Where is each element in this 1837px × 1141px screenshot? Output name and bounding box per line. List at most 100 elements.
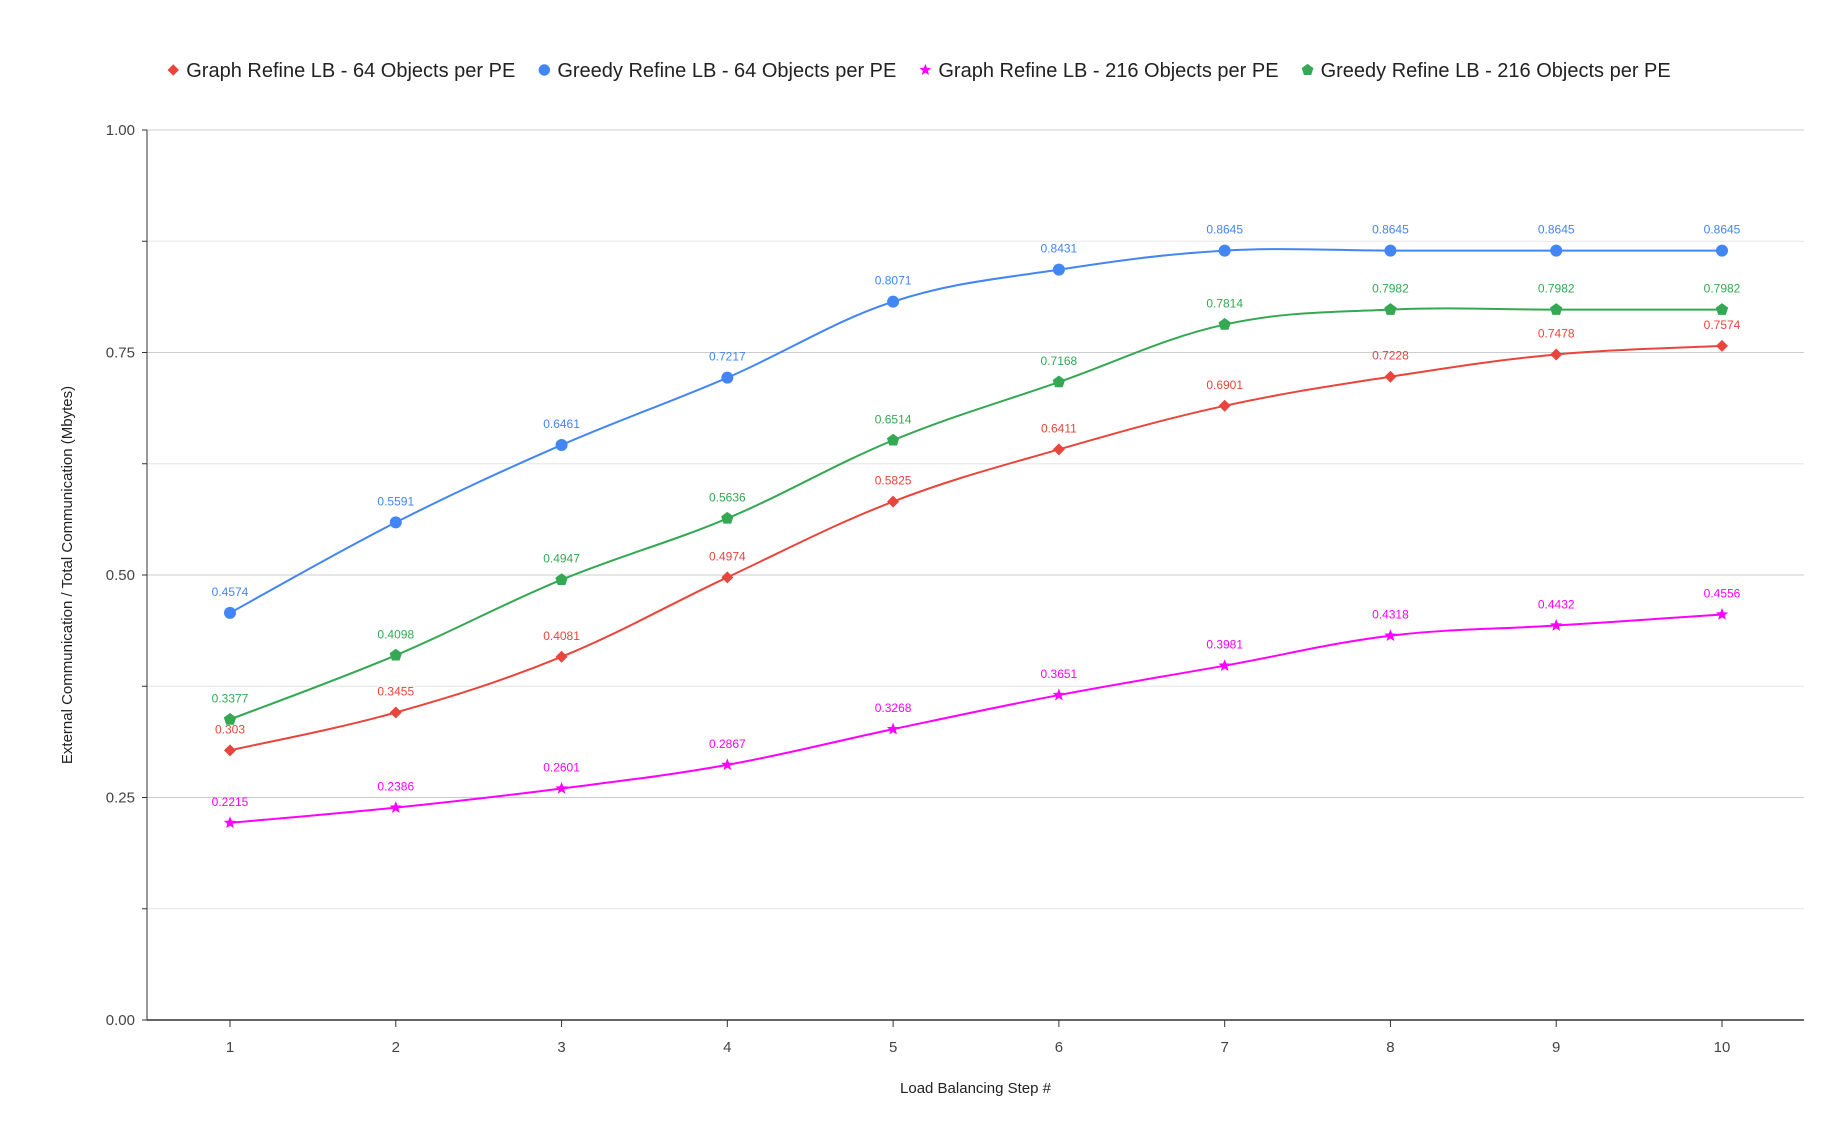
- data-point-series-3: [1715, 608, 1729, 620]
- data-point-series-2: [1716, 244, 1728, 257]
- x-tick-label: 9: [1552, 1039, 1560, 1056]
- x-tick-label: 4: [723, 1039, 731, 1056]
- legend-item[interactable]: Graph Refine LB - 216 Objects per PE: [919, 60, 1279, 82]
- data-label-series-1: 0.303: [215, 722, 245, 736]
- data-label-series-4: 0.4098: [377, 627, 414, 641]
- legend-marker: [1301, 63, 1314, 75]
- data-label-series-4: 0.4947: [543, 552, 580, 566]
- data-label-series-3: 0.4318: [1372, 608, 1409, 622]
- x-tick-label: 8: [1386, 1039, 1394, 1056]
- data-point-series-2: [389, 516, 402, 529]
- data-point-series-1: [1716, 339, 1728, 352]
- data-point-series-2: [224, 606, 236, 619]
- data-label-series-3: 0.4556: [1704, 587, 1741, 601]
- data-label-series-3: 0.2601: [543, 761, 580, 775]
- data-point-series-2: [1052, 263, 1065, 276]
- data-point-series-1: [1218, 399, 1231, 412]
- data-point-series-2: [721, 371, 734, 384]
- data-label-series-2: 0.8071: [875, 274, 912, 288]
- data-label-series-2: 0.5591: [377, 494, 414, 508]
- data-point-series-4: [1384, 303, 1397, 315]
- data-label-series-4: 0.7168: [1041, 354, 1078, 368]
- data-label-series-3: 0.3268: [875, 701, 912, 715]
- series-line-2: [229, 248, 1723, 614]
- y-axis-ticks: 0.00 0.25 0.50 0.75 1.00: [106, 122, 135, 1029]
- data-label-series-2: 0.8645: [1206, 223, 1243, 237]
- data-label-series-3: 0.3651: [1041, 667, 1078, 681]
- data-point-series-3: [555, 782, 568, 794]
- data-label-series-4: 0.5636: [709, 490, 746, 504]
- data-label-series-3: 0.2215: [212, 795, 249, 809]
- data-label-series-4: 0.7814: [1206, 297, 1243, 311]
- data-point-series-4: [1052, 375, 1066, 388]
- x-tick-label: 1: [226, 1039, 234, 1056]
- legend-item[interactable]: Greedy Refine LB - 216 Objects per PE: [1301, 60, 1671, 82]
- data-point-series-1: [224, 744, 236, 757]
- series-line-4: [229, 307, 1722, 721]
- x-axis-title: Load Balancing Step #: [900, 1080, 1052, 1097]
- data-label-series-1: 0.6901: [1206, 378, 1243, 392]
- y-tick-label: 0.75: [106, 345, 135, 362]
- data-point-series-1: [1550, 348, 1563, 361]
- data-label-series-1: 0.7478: [1538, 326, 1575, 340]
- data-label-series-1: 0.7574: [1704, 318, 1741, 332]
- y-tick-label: 0.50: [106, 567, 135, 584]
- data-point-series-2: [555, 438, 568, 451]
- data-point-series-4: [721, 511, 734, 524]
- data-point-series-4: [1715, 303, 1729, 315]
- legend-item[interactable]: Greedy Refine LB - 64 Objects per PE: [538, 60, 897, 82]
- x-axis-ticks: 1 2 3 4 5 6 7 8 9 10: [226, 1020, 1730, 1056]
- data-point-series-1: [721, 571, 734, 584]
- data-point-series-3: [1218, 659, 1231, 671]
- series-line-1: [229, 344, 1723, 752]
- legend-item[interactable]: Graph Refine LB - 64 Objects per PE: [167, 60, 516, 82]
- data-point-series-3: [1384, 629, 1397, 641]
- data-point-series-4: [1550, 303, 1563, 315]
- series-line-3: [229, 613, 1723, 824]
- data-point-series-2: [1550, 244, 1563, 257]
- legend-marker: [167, 64, 179, 76]
- data-label-series-2: 0.6461: [543, 417, 580, 431]
- data-label-series-1: 0.3455: [377, 685, 414, 699]
- data-label-series-2: 0.7217: [709, 350, 746, 364]
- y-axis-title: External Communication / Total Communica…: [59, 386, 76, 764]
- data-point-series-1: [389, 706, 402, 719]
- data-label-series-1: 0.4081: [543, 629, 580, 643]
- legend-label: Greedy Refine LB - 216 Objects per PE: [1321, 60, 1671, 82]
- x-tick-label: 3: [557, 1039, 565, 1056]
- data-point-series-2: [1384, 244, 1397, 257]
- data-label-series-2: 0.4574: [212, 585, 249, 599]
- data-point-series-2: [887, 295, 900, 308]
- data-label-series-3: 0.3981: [1206, 638, 1243, 652]
- x-tick-label: 6: [1055, 1039, 1063, 1056]
- data-point-series-3: [886, 722, 900, 735]
- data-label-series-2: 0.8431: [1041, 242, 1078, 256]
- x-tick-label: 5: [889, 1039, 897, 1056]
- data-label-series-3: 0.2867: [709, 737, 746, 751]
- data-label-series-1: 0.6411: [1041, 421, 1077, 435]
- data-point-series-1: [1052, 443, 1065, 456]
- data-label-series-3: 0.4432: [1538, 598, 1575, 612]
- data-point-series-3: [389, 801, 402, 813]
- data-point-series-2: [1218, 244, 1231, 257]
- x-tick-label: 7: [1220, 1039, 1228, 1056]
- data-point-series-4: [389, 648, 402, 661]
- data-label-series-4: 0.6514: [875, 412, 912, 426]
- legend-label: Graph Refine LB - 216 Objects per PE: [938, 60, 1278, 82]
- data-label-series-1: 0.4974: [709, 549, 746, 563]
- legend-marker: [538, 64, 551, 76]
- series-lines: [229, 248, 1723, 824]
- data-point-series-1: [887, 495, 900, 508]
- legend: Graph Refine LB - 64 Objects per PE Greed…: [167, 60, 1671, 82]
- axes: [142, 130, 1804, 1021]
- data-point-series-3: [721, 758, 734, 771]
- data-label-series-2: 0.8645: [1538, 223, 1575, 237]
- data-labels: 0.303 0.3455 0.4081 0.4974 0.5825 0.6411 0.690…: [212, 223, 1741, 809]
- data-label-series-1: 0.7228: [1372, 349, 1409, 363]
- data-point-series-4: [886, 433, 900, 446]
- y-tick-label: 0.25: [106, 790, 135, 807]
- data-label-series-4: 0.3377: [212, 691, 249, 705]
- y-tick-label: 0.00: [106, 1012, 135, 1029]
- data-point-series-4: [223, 712, 237, 725]
- x-tick-label: 2: [392, 1039, 400, 1056]
